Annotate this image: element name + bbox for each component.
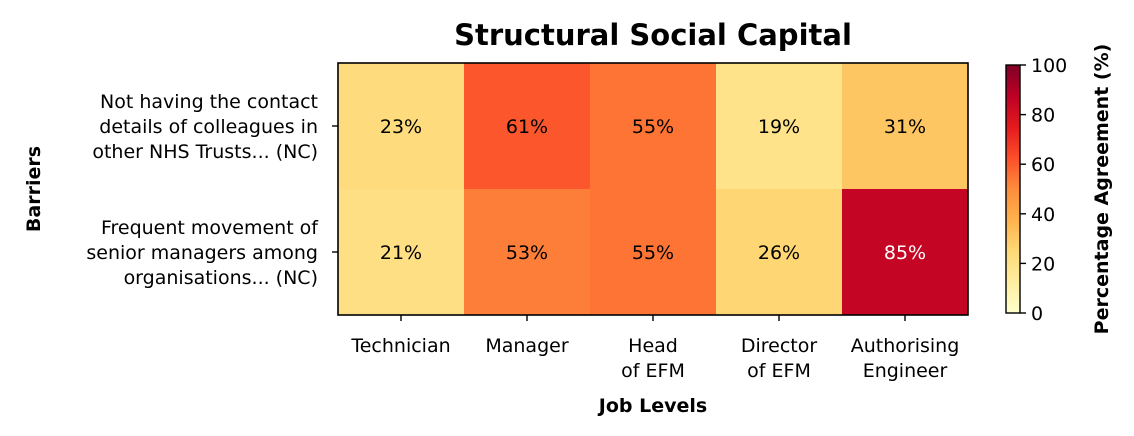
cell-value-label: 31%: [884, 116, 926, 138]
x-tick-label: Technician: [350, 335, 450, 357]
heatmap-cell: [338, 63, 465, 190]
cell-value-label: 21%: [380, 242, 422, 264]
colorbar-tick-label: 60: [1031, 154, 1055, 176]
x-tick-label: Engineer: [863, 360, 948, 382]
x-tick-label: Director: [741, 335, 818, 357]
cell-value-label: 19%: [758, 116, 800, 138]
heatmap-cell: [716, 189, 843, 316]
cell-value-label: 55%: [632, 116, 674, 138]
x-tick-label: Manager: [485, 335, 568, 357]
y-tick-label: details of colleagues in: [99, 116, 318, 138]
heatmap-cell: [842, 189, 969, 316]
x-tick-label: Head: [628, 335, 678, 357]
cell-value-label: 85%: [884, 242, 926, 264]
cell-value-label: 53%: [506, 242, 548, 264]
x-axis-label: Job Levels: [597, 395, 707, 417]
chart-title: Structural Social Capital: [454, 18, 852, 52]
x-tick-label: of EFM: [621, 360, 685, 382]
y-tick-label: organisations... (NC): [124, 267, 318, 289]
colorbar-tick-label: 100: [1031, 55, 1067, 77]
heatmap-cell: [842, 63, 969, 190]
cell-value-label: 61%: [506, 116, 548, 138]
colorbar-tick-label: 80: [1031, 105, 1055, 127]
y-tick-label: senior managers among: [86, 242, 318, 264]
colorbar-tick-label: 40: [1031, 204, 1055, 226]
heatmap-cell: [338, 189, 465, 316]
heatmap-cell: [464, 63, 591, 190]
heatmap-cell: [590, 63, 717, 190]
heatmap-cell: [590, 189, 717, 316]
heatmap-cell: [464, 189, 591, 316]
y-axis-label: Barriers: [23, 146, 45, 232]
x-tick-label: Authorising: [851, 335, 960, 357]
colorbar-tick-label: 0: [1031, 303, 1043, 325]
cell-value-label: 26%: [758, 242, 800, 264]
cell-value-label: 23%: [380, 116, 422, 138]
y-tick-label: Not having the contact: [100, 91, 318, 113]
colorbar-tick-label: 20: [1031, 253, 1055, 275]
colorbar-label: Percentage Agreement (%): [1091, 44, 1113, 335]
colorbar: [1005, 64, 1021, 314]
x-tick-label: of EFM: [747, 360, 811, 382]
heatmap-cell: [716, 63, 843, 190]
y-tick-label: Frequent movement of: [101, 217, 319, 239]
y-tick-label: other NHS Trusts... (NC): [92, 141, 318, 163]
cell-value-label: 55%: [632, 242, 674, 264]
